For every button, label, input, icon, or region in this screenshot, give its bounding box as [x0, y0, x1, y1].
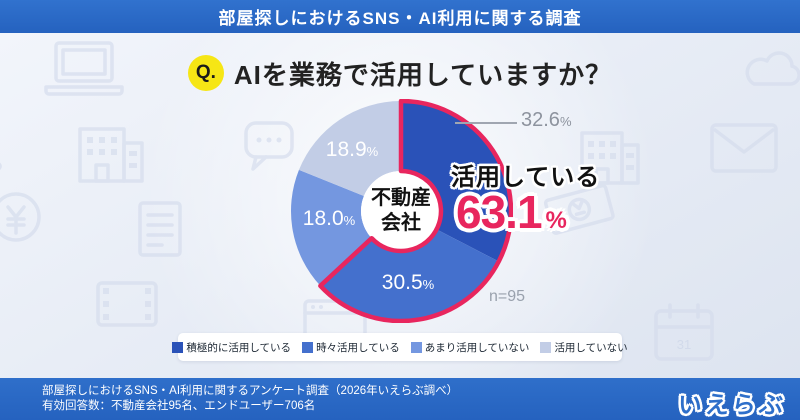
- calendar-day-label: 31: [677, 337, 691, 352]
- footer-banner: 部屋探しにおけるSNS・AI利用に関するアンケート調査（2026年いえらぶ調べ）…: [0, 378, 800, 420]
- callout-leader-line: [455, 122, 517, 124]
- legend-label: 活用していない: [554, 341, 628, 354]
- footer-source-text: 部屋探しにおけるSNS・AI利用に関するアンケート調査（2026年いえらぶ調べ）…: [42, 384, 458, 414]
- ruler-icon: [0, 152, 2, 216]
- donut-hole: [361, 171, 441, 251]
- legend-swatch: [302, 341, 314, 353]
- speech-bubble-icon: [244, 121, 294, 171]
- footer-line2: 有効回答数：不動産会社95名、エンドユーザー706名: [42, 400, 316, 412]
- watermark-icons: 31: [0, 41, 800, 361]
- building-icon: [78, 127, 144, 183]
- calendar-icon: 31: [654, 303, 714, 361]
- legend-label: 時々活用している: [316, 341, 400, 354]
- chart-legend: 積極的に活用している 時々活用している あまり活用していない 活用していない: [172, 333, 628, 361]
- slice-label-rarely-using: 18.0%: [302, 207, 356, 230]
- legend-item-sometimes-using: 時々活用している: [302, 340, 400, 355]
- highlight-label: 活用している: [451, 164, 601, 191]
- sample-size-label: n=95: [489, 288, 526, 305]
- slice-label-sometimes-using: 30.5%: [381, 271, 435, 294]
- pie-segment-sometimes-using: [320, 229, 499, 321]
- film-icon: [96, 281, 158, 327]
- question-text: AIを業務で活用していますか？: [233, 59, 613, 90]
- legend-swatch: [410, 341, 422, 353]
- building-icon-2: [580, 131, 640, 185]
- ielove-logo: いえらぶ: [677, 392, 787, 419]
- question-row: Q. AIを業務で活用していますか？: [0, 54, 800, 92]
- document-icon: [138, 201, 182, 257]
- footer-line1: 部屋探しにおけるSNS・AI利用に関するアンケート調査（2026年いえらぶ調べ）: [42, 385, 459, 397]
- header-banner: 部屋探しにおけるSNS・AI利用に関する調査: [0, 0, 800, 33]
- envelope-icon: [710, 123, 778, 173]
- slice-label-not-using: 18.9%: [325, 138, 379, 161]
- banknote-icon: [543, 183, 615, 235]
- cloud-icon: [745, 51, 800, 86]
- coin-icon: [0, 192, 41, 242]
- legend-swatch: [172, 341, 184, 353]
- legend-item-rarely-using: あまり活用していない: [410, 340, 530, 355]
- legend-item-not-using: 活用していない: [540, 340, 628, 355]
- pie-segment-not-using: [298, 101, 401, 197]
- legend-label: あまり活用していない: [424, 341, 530, 354]
- laptop-icon: [44, 41, 124, 96]
- highlight-value: 63.1%: [456, 186, 567, 238]
- header-title: 部屋探しにおけるSNS・AI利用に関する調査: [218, 9, 582, 28]
- legend-swatch: [540, 341, 552, 353]
- legend-label: 積極的に活用している: [186, 341, 292, 354]
- highlight-outline: [318, 99, 513, 323]
- donut-chart: 18.9% 18.0% 30.5% 不動産 会社: [289, 99, 513, 323]
- question-badge: Q.: [187, 55, 224, 91]
- chart-center-label: 不動産 会社: [371, 187, 431, 234]
- slice-label-actively-using: 32.6%: [521, 109, 572, 131]
- legend-item-actively-using: 積極的に活用している: [172, 340, 291, 355]
